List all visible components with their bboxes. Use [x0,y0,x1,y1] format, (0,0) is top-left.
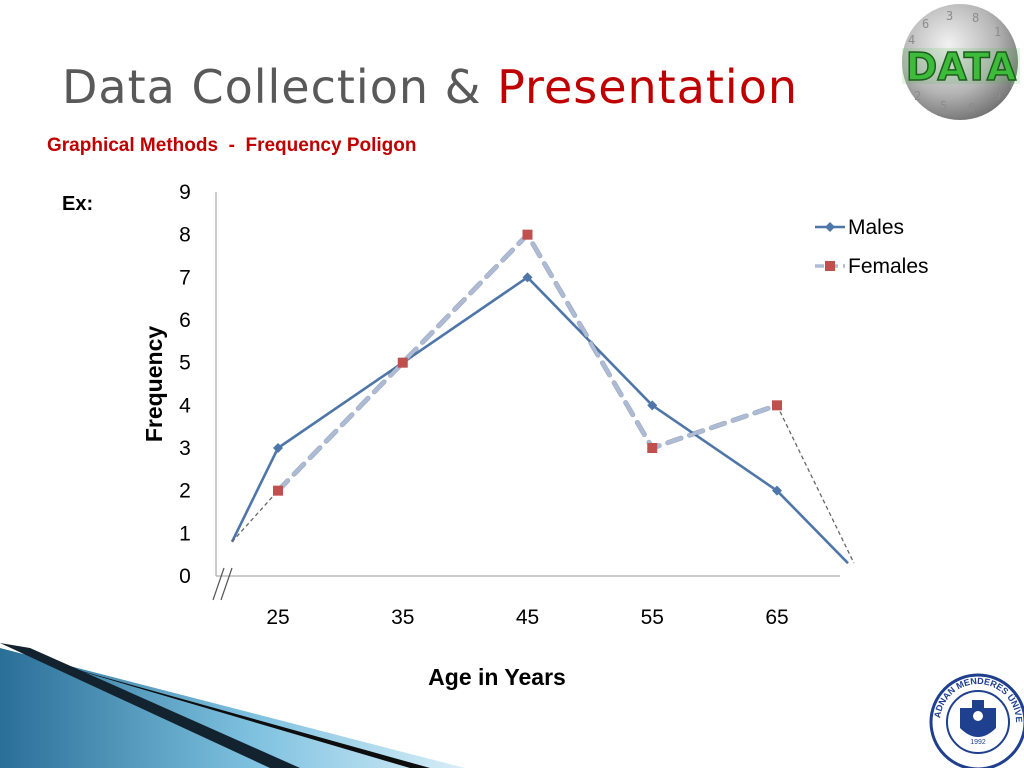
data-point-square [397,357,408,368]
title-part-2: Presentation [497,60,799,114]
data-point-diamond [647,400,658,411]
y-tick-label: 3 [179,437,191,460]
slide-subtitle: Graphical Methods - Frequency Poligon [47,135,417,156]
slide-title: Data Collection & Presentation [62,60,798,114]
y-tick-label: 5 [179,352,191,375]
x-tick-label: 45 [516,606,539,629]
y-tick-label: 0 [179,565,191,588]
legend-marker [825,261,835,271]
svg-text:9: 9 [994,89,1001,103]
decorative-swoosh [0,643,465,768]
seal-year: 1992 [970,739,986,746]
y-tick-label: 1 [179,522,191,545]
x-tick-label: 55 [641,606,664,629]
svg-text:3: 3 [946,9,953,23]
data-point-diamond [772,485,782,496]
series-layer [230,229,855,565]
series-females [231,229,855,564]
data-point-diamond [522,272,533,283]
y-tick-label: 8 [179,224,191,247]
series-start-segment [231,490,279,543]
series-males [230,272,849,565]
axes [212,192,840,601]
y-tick-label: 7 [179,266,191,289]
data-point-diamond [273,443,283,453]
data-point-square [772,400,782,411]
logo-text: DATA [906,45,1017,89]
legend-marker [825,222,835,232]
y-tick-label: 4 [179,394,191,417]
svg-text:2: 2 [914,89,921,103]
series-end-segment [776,405,855,564]
x-axis-title: Age in Years [428,664,566,690]
svg-text:0: 0 [968,101,975,115]
example-label: Ex: [62,193,94,215]
data-point-square [647,443,658,453]
svg-text:7: 7 [1008,77,1015,91]
data-point-square [273,485,283,496]
series-line [230,276,849,565]
legend-label: Males [848,216,904,239]
svg-text:1: 1 [994,25,1001,39]
y-tick-label: 9 [179,181,191,204]
data-logo: 6 3 8 1 2 5 0 9 4 7 DATA [902,4,1020,120]
svg-text:8: 8 [972,11,979,25]
x-tick-labels: 25 35 45 55 65 [266,606,788,629]
svg-text:4: 4 [908,33,915,47]
x-tick-label: 65 [765,606,788,629]
y-tick-label: 2 [179,480,191,503]
y-tick-label: 6 [179,309,191,332]
svg-text:5: 5 [940,99,947,113]
x-tick-label: 25 [266,606,289,629]
legend-label: Females [848,255,929,278]
svg-text:6: 6 [922,17,929,31]
chart-legend: Males Females [815,216,929,278]
legend-item-males: Males [815,216,904,239]
x-tick-label: 35 [391,606,414,629]
data-point-square [522,229,533,240]
y-axis-title: Frequency [141,326,167,443]
title-part-1: Data Collection & [62,60,498,114]
y-tick-labels: 0 1 2 3 4 5 6 7 8 9 [179,181,191,588]
axis-break-marks [212,567,233,601]
legend-item-females: Females [815,255,929,278]
